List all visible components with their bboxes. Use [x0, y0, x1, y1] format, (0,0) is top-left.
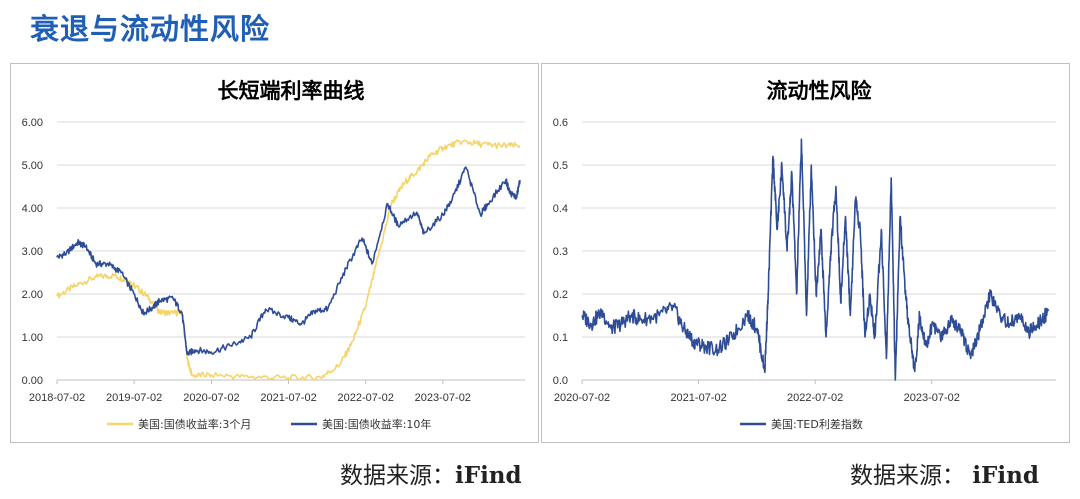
- x-tick-label: 2019-07-02: [106, 392, 162, 404]
- chart-title: 流动性风险: [767, 79, 873, 103]
- y-tick-label: 0.0: [553, 375, 568, 387]
- source-label: 数据来源：: [340, 463, 455, 489]
- x-tick-label: 2020-07-02: [183, 392, 239, 404]
- source-name: iFind: [455, 462, 522, 489]
- yield-curve-panel: 长短端利率曲线 0.00 1.00 2.00 3.00 4.00 5.00 6.00 2018-…: [10, 63, 539, 443]
- source-note-left: 数据来源：iFind: [340, 456, 522, 490]
- y-tick-label: 2.00: [22, 289, 43, 301]
- chart-title: 长短端利率曲线: [218, 79, 365, 103]
- source-name: iFind: [972, 462, 1039, 489]
- liquidity-risk-chart: 流动性风险 0.0 0.1 0.2 0.3 0.4 0.5 0.6 2020-07-02 2021…: [553, 79, 1056, 431]
- y-tick-label: 3.00: [22, 246, 43, 258]
- y-tick-label: 0.1: [553, 332, 568, 344]
- yield-curve-chart: 长短端利率曲线 0.00 1.00 2.00 3.00 4.00 5.00 6.00 2018-…: [22, 79, 525, 431]
- x-tick-label: 2018-07-02: [29, 392, 85, 404]
- x-tick-label: 2020-07-02: [554, 392, 610, 404]
- x-tick-label: 2021-07-02: [260, 392, 316, 404]
- y-tick-label: 0.4: [553, 203, 568, 215]
- y-tick-label: 5.00: [22, 160, 43, 172]
- y-tick-label: 0.00: [22, 375, 43, 387]
- x-tick-label: 2021-07-02: [670, 392, 726, 404]
- series-line-1: [56, 166, 521, 356]
- liquidity-risk-panel: 流动性风险 0.0 0.1 0.2 0.3 0.4 0.5 0.6 2020-07-02 2021…: [541, 63, 1070, 443]
- source-label: 数据来源：: [850, 463, 965, 489]
- page-title: 衰退与流动性风险: [30, 12, 271, 46]
- x-tick-label: 2022-07-02: [787, 392, 843, 404]
- x-tick-label: 2023-07-02: [415, 392, 471, 404]
- y-tick-label: 4.00: [22, 203, 43, 215]
- x-tick-label: 2022-07-02: [338, 392, 394, 404]
- series-line-0: [581, 138, 1050, 381]
- y-tick-label: 0.3: [553, 246, 568, 258]
- x-tick-label: 2023-07-02: [904, 392, 960, 404]
- series-line-0: [56, 139, 521, 381]
- y-tick-label: 0.6: [553, 117, 568, 129]
- y-tick-label: 6.00: [22, 117, 43, 129]
- legend-label: 美国:TED利差指数: [771, 417, 863, 431]
- source-note-right: 数据来源： iFind: [850, 456, 1039, 490]
- y-tick-label: 0.5: [553, 160, 568, 172]
- y-tick-label: 1.00: [22, 332, 43, 344]
- y-tick-label: 0.2: [553, 289, 568, 301]
- legend-label: 美国:国债收益率:10年: [322, 417, 431, 431]
- legend-label: 美国:国债收益率:3个月: [138, 417, 251, 431]
